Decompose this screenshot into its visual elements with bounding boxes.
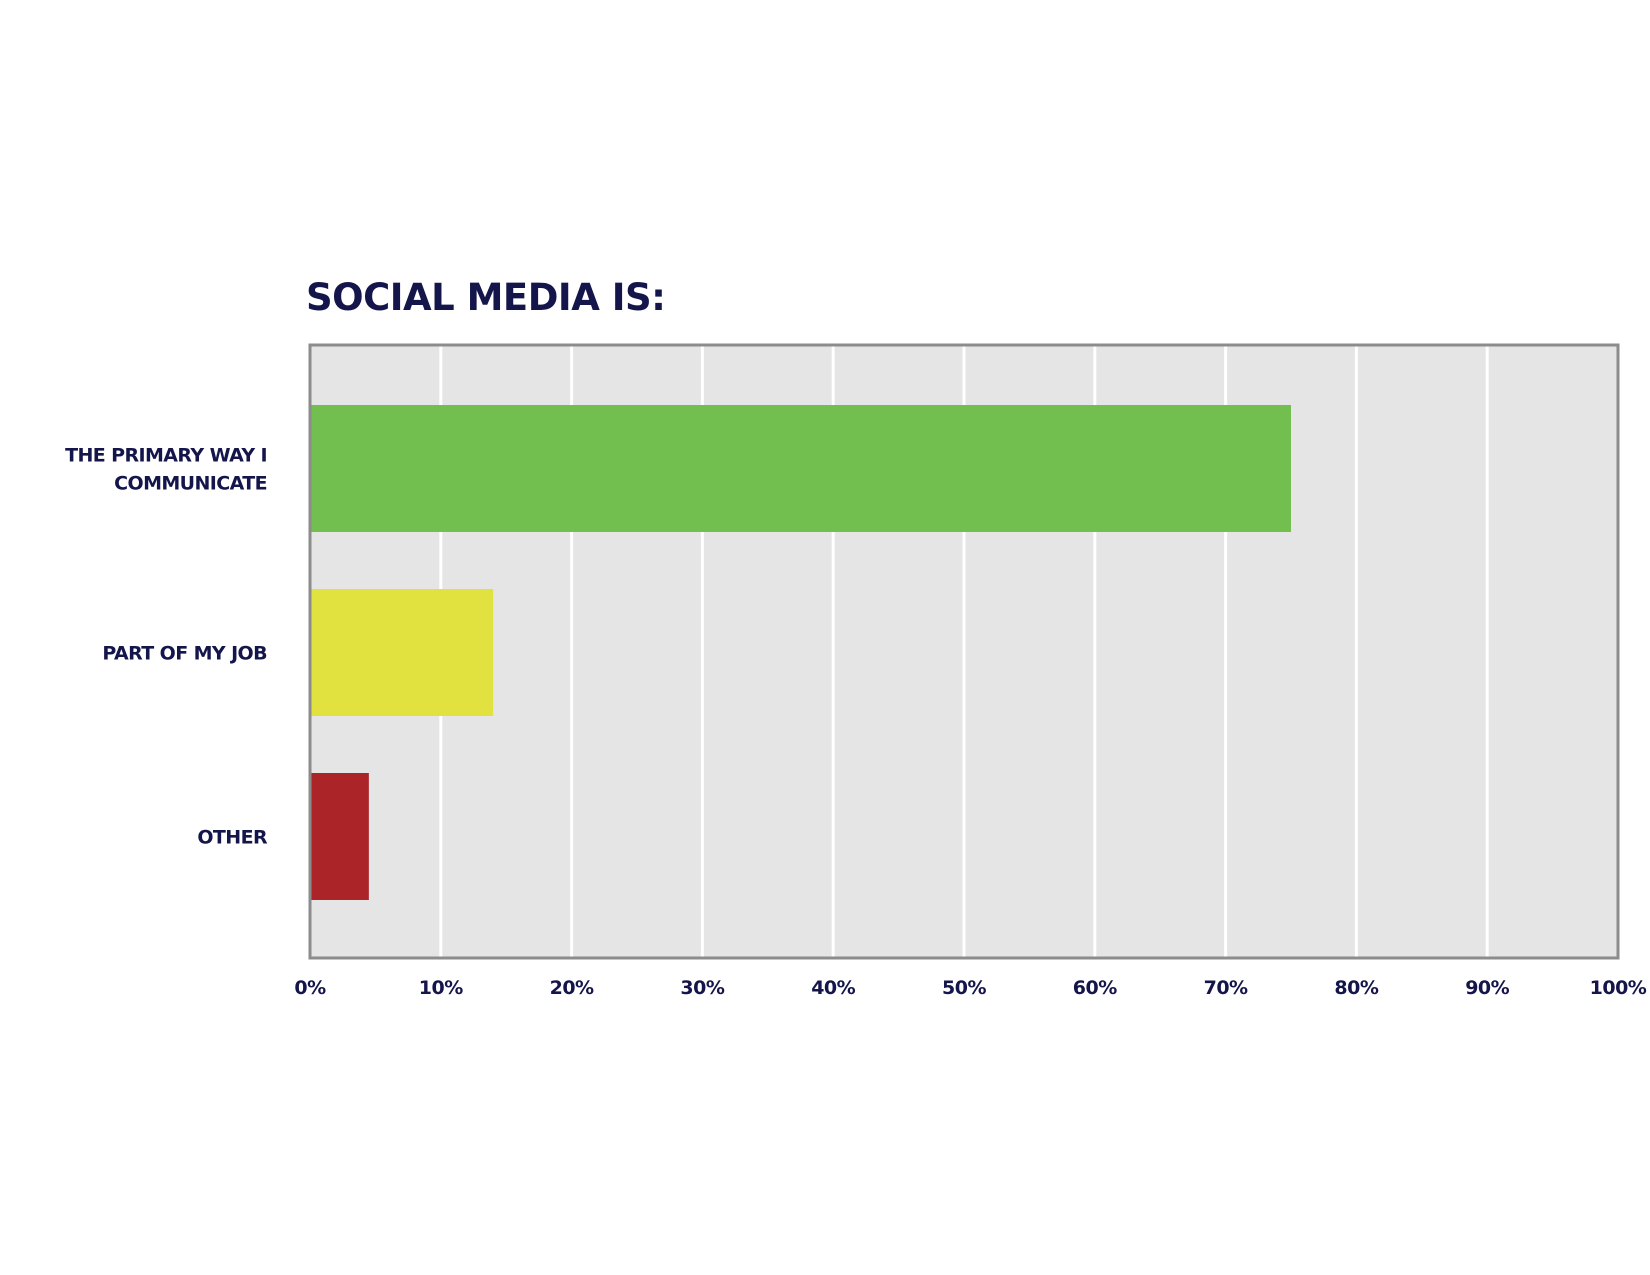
x-tick-label: 0% bbox=[294, 977, 326, 999]
category-labels: THE PRIMARY WAY I COMMUNICATE PART OF MY J… bbox=[65, 445, 268, 849]
x-tick-label: 10% bbox=[419, 977, 463, 999]
x-tick-label: 70% bbox=[1204, 977, 1248, 999]
bar bbox=[310, 589, 494, 716]
x-tick-label: 60% bbox=[1073, 977, 1117, 999]
bar bbox=[310, 405, 1291, 532]
category-label: OTHER bbox=[197, 827, 268, 849]
x-tick-label: 50% bbox=[942, 977, 986, 999]
x-tick-labels: 0% 10% 20% 30% 40% 50% 60% 70% 80% 90% 100% bbox=[294, 977, 1647, 999]
chart-title: SOCIAL MEDIA IS: bbox=[306, 276, 666, 319]
category-label: THE PRIMARY WAY I COMMUNICATE bbox=[65, 445, 267, 495]
category-label: PART OF MY JOB bbox=[102, 643, 267, 665]
x-tick-label: 80% bbox=[1334, 977, 1378, 999]
x-tick-label: 100% bbox=[1590, 977, 1647, 999]
bar bbox=[310, 773, 369, 900]
x-tick-label: 90% bbox=[1465, 977, 1509, 999]
x-tick-label: 40% bbox=[811, 977, 855, 999]
x-tick-label: 30% bbox=[680, 977, 724, 999]
plot-border bbox=[308, 343, 1620, 960]
x-tick-label: 20% bbox=[550, 977, 594, 999]
bars bbox=[310, 405, 1291, 900]
